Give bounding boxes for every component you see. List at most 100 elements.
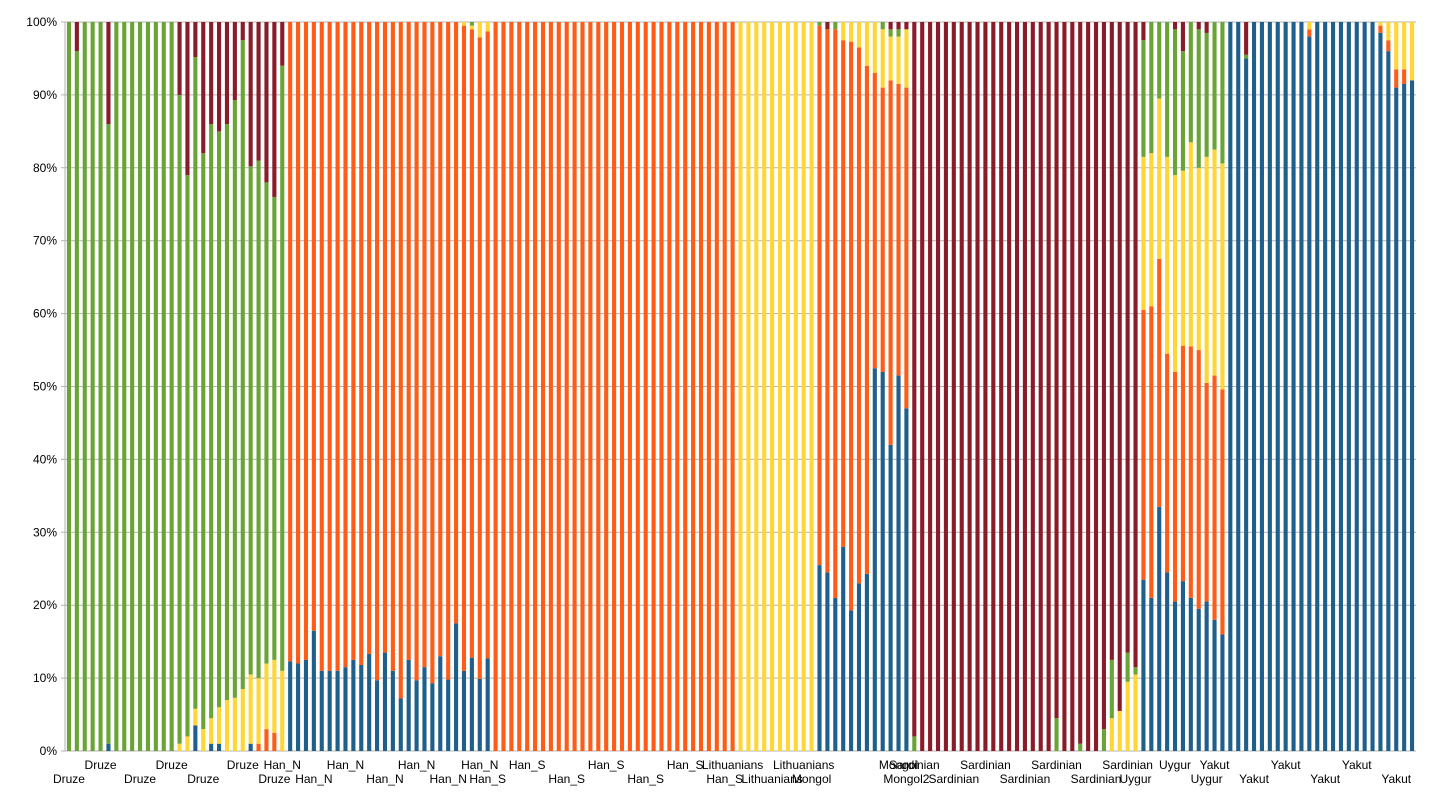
bar-segment bbox=[888, 22, 893, 30]
bar-segment bbox=[888, 80, 893, 445]
bar-segment bbox=[98, 22, 103, 751]
bar-segment bbox=[256, 678, 261, 744]
bar-segment bbox=[683, 22, 688, 751]
bar-segment bbox=[1157, 22, 1162, 99]
bar-segment bbox=[651, 22, 656, 751]
bar-segment bbox=[1354, 22, 1359, 751]
bar-segment bbox=[841, 22, 846, 41]
bar-segment bbox=[485, 31, 490, 659]
bar-segment bbox=[224, 22, 230, 125]
bar-segment bbox=[240, 689, 245, 751]
bar-segment bbox=[461, 25, 467, 671]
bar-segment bbox=[90, 22, 95, 751]
bar-segment bbox=[1172, 601, 1178, 751]
bar-segment bbox=[1378, 32, 1383, 751]
x-tick-label: Han_N bbox=[327, 758, 364, 772]
bar-segment bbox=[540, 22, 546, 751]
bar-segment bbox=[825, 29, 830, 573]
bar-segment bbox=[896, 375, 901, 751]
bar-segment bbox=[414, 680, 419, 751]
bar-segment bbox=[548, 22, 553, 751]
bar-segment bbox=[880, 22, 885, 30]
bar-segment bbox=[430, 22, 435, 684]
bar-segment bbox=[359, 664, 364, 751]
bar-segment bbox=[1172, 22, 1178, 30]
bar-segment bbox=[209, 22, 214, 125]
bar-segment bbox=[501, 22, 506, 751]
bar-segment bbox=[1346, 22, 1351, 751]
x-tick-label: Mongol2 bbox=[883, 772, 929, 786]
bar-segment bbox=[880, 29, 885, 88]
x-tick-label: Han_S bbox=[588, 758, 625, 772]
bar-segment bbox=[896, 83, 901, 376]
bar-segment bbox=[224, 124, 230, 700]
bar-segment bbox=[643, 22, 648, 751]
bar-segment bbox=[580, 22, 585, 751]
bar-segment bbox=[185, 736, 190, 751]
x-tick-label: Druze bbox=[124, 772, 156, 786]
bar-segment bbox=[1307, 29, 1312, 37]
bar-segment bbox=[675, 22, 680, 751]
x-tick-label: Han_N bbox=[398, 758, 435, 772]
bar-segment bbox=[1220, 22, 1225, 164]
bar-segment bbox=[1283, 22, 1288, 751]
bar-segment bbox=[288, 22, 293, 662]
bar-segment bbox=[1220, 163, 1225, 390]
bar-segment bbox=[777, 22, 783, 751]
x-tick-label: Yakut bbox=[1239, 772, 1269, 786]
bar-segment bbox=[240, 22, 245, 41]
bar-segment bbox=[833, 597, 838, 751]
bar-segment bbox=[248, 674, 253, 744]
y-tick-label: 100% bbox=[26, 15, 57, 29]
bar-segment bbox=[928, 22, 933, 751]
bar-segment bbox=[296, 663, 301, 751]
bar-segment bbox=[888, 444, 893, 751]
bar-segment bbox=[1410, 22, 1415, 81]
bar-segment bbox=[691, 22, 696, 751]
bar-segment bbox=[485, 658, 490, 751]
bars bbox=[66, 22, 1415, 752]
bar-segment bbox=[454, 22, 459, 624]
bar-segment bbox=[738, 22, 743, 751]
bar-segment bbox=[841, 546, 846, 751]
bar-segment bbox=[201, 729, 206, 751]
bar-segment bbox=[1204, 382, 1209, 602]
bar-segment bbox=[1133, 22, 1138, 668]
bar-segment bbox=[1402, 83, 1407, 751]
bar-segment bbox=[359, 22, 364, 665]
bar-segment bbox=[1196, 29, 1201, 168]
x-tick-label: Han_N bbox=[264, 758, 301, 772]
bar-segment bbox=[943, 22, 948, 751]
bar-segment bbox=[1157, 258, 1162, 507]
bar-segment bbox=[390, 670, 395, 751]
bar-segment bbox=[303, 22, 309, 660]
bar-segment bbox=[1251, 22, 1257, 751]
bar-segment bbox=[856, 22, 862, 48]
bar-segment bbox=[1180, 51, 1185, 171]
bar-segment bbox=[1204, 601, 1209, 751]
bar-segment bbox=[1141, 40, 1146, 157]
y-tick-label: 70% bbox=[33, 234, 57, 248]
bar-segment bbox=[240, 40, 245, 690]
bar-segment bbox=[1117, 710, 1122, 751]
bar-segment bbox=[319, 670, 324, 751]
bar-segment bbox=[130, 22, 135, 751]
y-tick-label: 10% bbox=[33, 671, 57, 685]
bar-segment bbox=[422, 22, 427, 668]
bar-segment bbox=[193, 725, 198, 751]
bar-segment bbox=[1307, 22, 1312, 30]
bar-segment bbox=[1236, 22, 1241, 751]
bar-segment bbox=[367, 22, 372, 655]
bar-segment bbox=[209, 124, 214, 719]
bar-segment bbox=[193, 22, 198, 57]
bar-segment bbox=[303, 659, 309, 752]
x-tick-label: Sardinian bbox=[889, 758, 940, 772]
bar-segment bbox=[1125, 681, 1130, 751]
bar-segment bbox=[1014, 22, 1020, 751]
x-tick-label: Yakut bbox=[1342, 758, 1372, 772]
bar-segment bbox=[469, 29, 474, 658]
y-tick-label: 30% bbox=[33, 525, 57, 539]
bar-segment bbox=[327, 22, 332, 671]
bar-segment bbox=[1204, 22, 1209, 33]
x-tick-label: Han_N bbox=[295, 772, 332, 786]
